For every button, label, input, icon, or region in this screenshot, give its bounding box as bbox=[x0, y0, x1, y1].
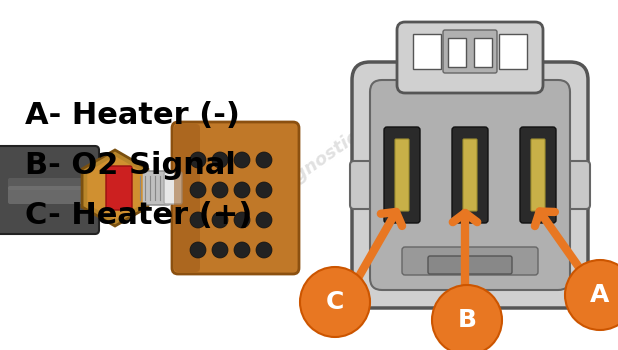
Text: A: A bbox=[590, 283, 610, 307]
FancyBboxPatch shape bbox=[428, 256, 512, 274]
Circle shape bbox=[190, 152, 206, 168]
Circle shape bbox=[256, 152, 272, 168]
Circle shape bbox=[190, 212, 206, 228]
Circle shape bbox=[212, 182, 228, 198]
Circle shape bbox=[212, 242, 228, 258]
Circle shape bbox=[212, 152, 228, 168]
Text: C- Heater (+): C- Heater (+) bbox=[25, 201, 252, 230]
FancyBboxPatch shape bbox=[395, 139, 409, 211]
Text: B: B bbox=[457, 308, 476, 332]
FancyBboxPatch shape bbox=[566, 161, 590, 209]
Text: easyautodiagnostics.com: easyautodiagnostics.com bbox=[189, 94, 411, 256]
FancyBboxPatch shape bbox=[452, 127, 488, 223]
FancyBboxPatch shape bbox=[384, 127, 420, 223]
Circle shape bbox=[256, 182, 272, 198]
Circle shape bbox=[234, 152, 250, 168]
Text: C: C bbox=[326, 290, 344, 314]
FancyBboxPatch shape bbox=[8, 186, 92, 204]
Text: A- Heater (-): A- Heater (-) bbox=[25, 100, 240, 130]
Circle shape bbox=[234, 182, 250, 198]
FancyBboxPatch shape bbox=[531, 139, 545, 211]
FancyBboxPatch shape bbox=[520, 127, 556, 223]
Circle shape bbox=[212, 212, 228, 228]
FancyBboxPatch shape bbox=[164, 172, 182, 204]
Bar bbox=[413, 34, 441, 69]
Circle shape bbox=[234, 242, 250, 258]
Circle shape bbox=[234, 212, 250, 228]
Circle shape bbox=[190, 242, 206, 258]
Polygon shape bbox=[87, 156, 143, 220]
Circle shape bbox=[565, 260, 618, 330]
Text: B- O2 Signal: B- O2 Signal bbox=[25, 150, 236, 180]
Circle shape bbox=[256, 242, 272, 258]
FancyBboxPatch shape bbox=[350, 161, 374, 209]
FancyBboxPatch shape bbox=[106, 166, 132, 210]
FancyBboxPatch shape bbox=[370, 80, 570, 290]
FancyBboxPatch shape bbox=[397, 22, 543, 93]
Circle shape bbox=[190, 182, 206, 198]
Circle shape bbox=[300, 267, 370, 337]
FancyBboxPatch shape bbox=[402, 247, 538, 275]
Circle shape bbox=[432, 285, 502, 350]
FancyBboxPatch shape bbox=[352, 62, 588, 308]
Polygon shape bbox=[82, 150, 148, 226]
FancyBboxPatch shape bbox=[172, 122, 299, 274]
FancyBboxPatch shape bbox=[133, 171, 171, 205]
Bar bbox=[474, 38, 492, 67]
FancyBboxPatch shape bbox=[463, 139, 477, 211]
FancyBboxPatch shape bbox=[8, 178, 92, 190]
FancyBboxPatch shape bbox=[0, 146, 99, 234]
Bar bbox=[499, 34, 527, 69]
FancyBboxPatch shape bbox=[174, 124, 200, 272]
FancyBboxPatch shape bbox=[443, 30, 497, 73]
Bar bbox=[448, 38, 466, 67]
Circle shape bbox=[256, 212, 272, 228]
